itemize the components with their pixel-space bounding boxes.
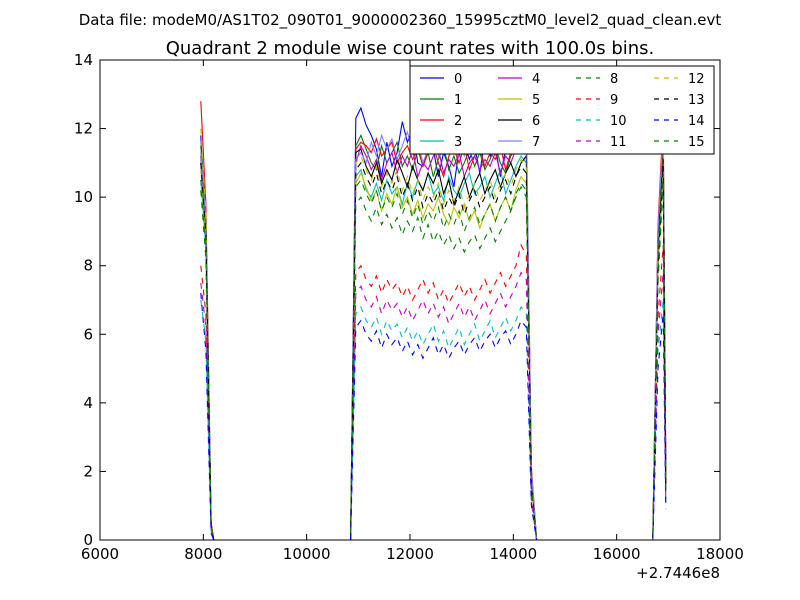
- legend-label-1: 1: [454, 93, 462, 108]
- series-line-3: [200, 154, 667, 541]
- legend-label-0: 0: [454, 72, 462, 87]
- series-line-4: [200, 144, 667, 541]
- legend-label-15: 15: [688, 135, 705, 150]
- x-axis: 6000 8000 10000 12000 14000 16000 18000: [81, 60, 744, 563]
- x-tick-label: 12000: [386, 545, 434, 563]
- legend-label-2: 2: [454, 114, 462, 129]
- x-tick-label: 6000: [81, 545, 119, 563]
- series-line-6: [200, 142, 667, 541]
- chart-title: Quadrant 2 module wise count rates with …: [166, 38, 655, 59]
- series-line-5: [200, 169, 667, 541]
- x-tick-label: 16000: [593, 545, 641, 563]
- figure-suptitle: Data file: modeM0/AS1T02_090T01_90000023…: [79, 11, 722, 30]
- series-line-11: [200, 271, 667, 541]
- y-tick-label: 0: [83, 531, 93, 549]
- x-offset-label: +2.7446e8: [636, 564, 720, 582]
- series-line-9: [200, 243, 667, 541]
- y-tick-label: 6: [83, 325, 93, 343]
- legend-label-3: 3: [454, 135, 462, 150]
- series-line-7: [200, 93, 667, 541]
- series-line-0: [200, 106, 667, 541]
- y-tick-label: 12: [74, 120, 93, 138]
- legend-label-11: 11: [610, 135, 627, 150]
- legend-box: [409, 65, 715, 155]
- y-tick-label: 8: [83, 257, 93, 275]
- legend-label-12: 12: [688, 72, 705, 87]
- legend-label-7: 7: [532, 135, 540, 150]
- x-tick-label: 10000: [283, 545, 331, 563]
- y-tick-label: 2: [83, 462, 93, 480]
- series-line-10: [200, 299, 667, 541]
- legend-label-8: 8: [610, 72, 618, 87]
- y-tick-label: 10: [74, 188, 93, 206]
- x-tick-label: 14000: [489, 545, 537, 563]
- series-line-13: [200, 159, 667, 541]
- x-tick-label: 8000: [184, 545, 222, 563]
- legend-label-6: 6: [532, 114, 540, 129]
- legend-label-9: 9: [610, 93, 618, 108]
- legend-label-14: 14: [688, 114, 705, 129]
- series-line-8: [200, 183, 667, 541]
- series-line-12: [200, 128, 667, 541]
- y-tick-label: 14: [74, 51, 93, 69]
- series-line-2: [200, 101, 667, 541]
- series-line-15: [200, 173, 667, 541]
- legend-label-13: 13: [688, 93, 705, 108]
- legend-label-10: 10: [610, 114, 627, 129]
- series-line-14: [200, 293, 667, 541]
- x-tick-label: 18000: [696, 545, 744, 563]
- y-tick-label: 4: [83, 394, 93, 412]
- plot-lines: [200, 93, 667, 541]
- legend-label-5: 5: [532, 93, 540, 108]
- legend-label-4: 4: [532, 72, 540, 87]
